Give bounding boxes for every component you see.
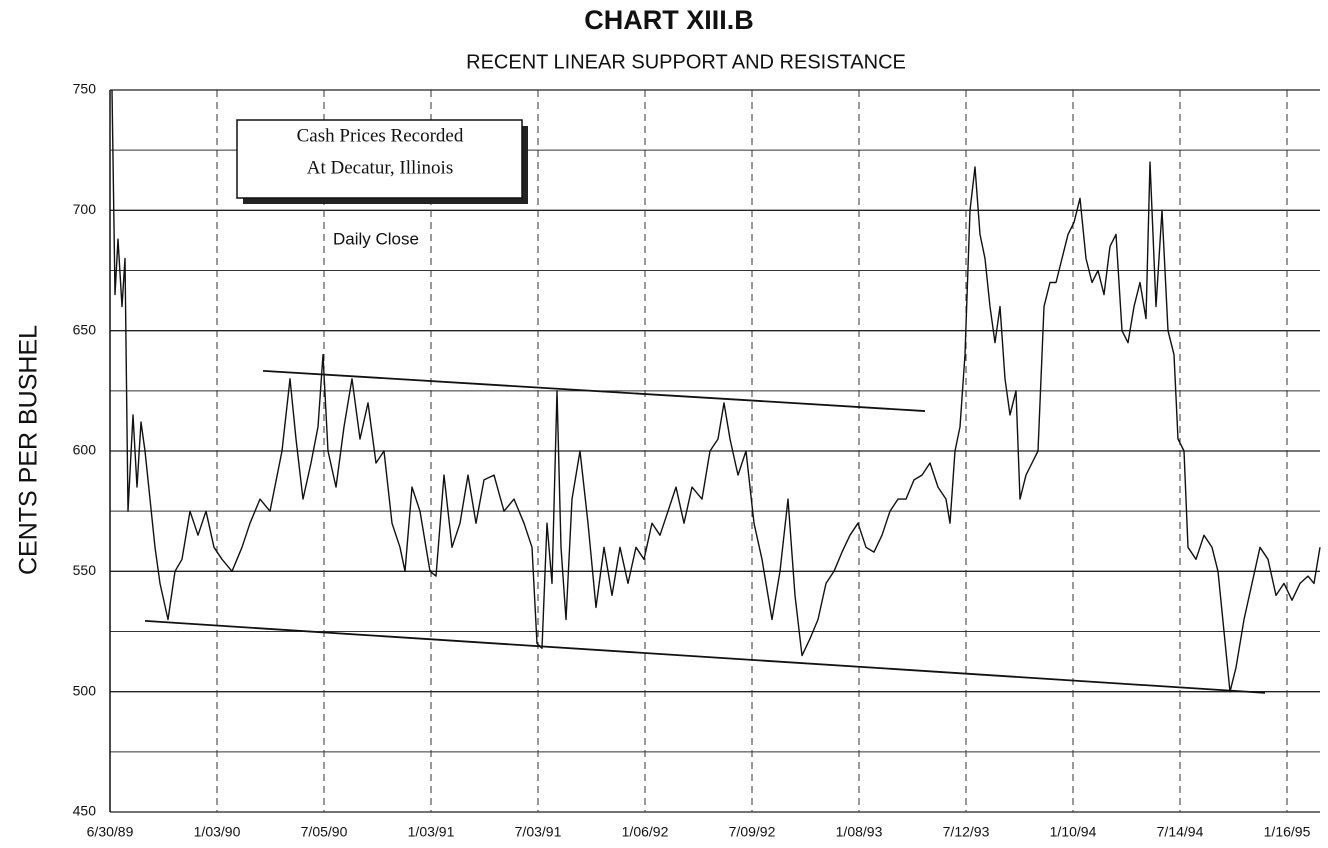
chart-title: CHART XIII.B (584, 5, 754, 35)
x-tick-label: 7/12/93 (943, 824, 990, 840)
x-tick-label: 1/10/94 (1050, 824, 1097, 840)
trend-line (262, 369, 926, 412)
x-tick-label: 7/03/91 (515, 824, 562, 840)
price-line (111, 89, 1321, 693)
y-tick-label: 450 (73, 803, 97, 819)
box-text: Cash Prices Recorded (297, 125, 464, 146)
x-tick-label: 1/16/95 (1264, 824, 1311, 840)
y-tick-label: 600 (73, 442, 97, 458)
y-tick-label: 550 (73, 562, 97, 578)
x-tick-label: 7/05/90 (301, 824, 348, 840)
annotation-box (236, 119, 523, 199)
series-label: Daily Close (333, 229, 419, 248)
box-text: At Decatur, Illinois (307, 157, 453, 178)
x-tick-label: 1/06/92 (622, 824, 669, 840)
x-tick-label: 1/03/91 (408, 824, 455, 840)
marks (111, 89, 1321, 694)
y-axis-label: CENTS PER BUSHEL (15, 325, 43, 575)
x-tick-label: 7/09/92 (729, 824, 776, 840)
x-tick-label: 1/08/93 (836, 824, 883, 840)
y-tick-label: 750 (73, 81, 97, 97)
y-tick-label: 650 (73, 321, 97, 337)
chart-subtitle: RECENT LINEAR SUPPORT AND RESISTANCE (466, 51, 906, 73)
y-tick-label: 700 (73, 201, 97, 217)
x-tick-label: 6/30/89 (87, 824, 134, 840)
y-tick-label: 500 (73, 682, 97, 698)
x-tick-label: 1/03/90 (194, 824, 241, 840)
x-tick-label: 7/14/94 (1157, 824, 1204, 840)
trend-line (144, 620, 1266, 694)
